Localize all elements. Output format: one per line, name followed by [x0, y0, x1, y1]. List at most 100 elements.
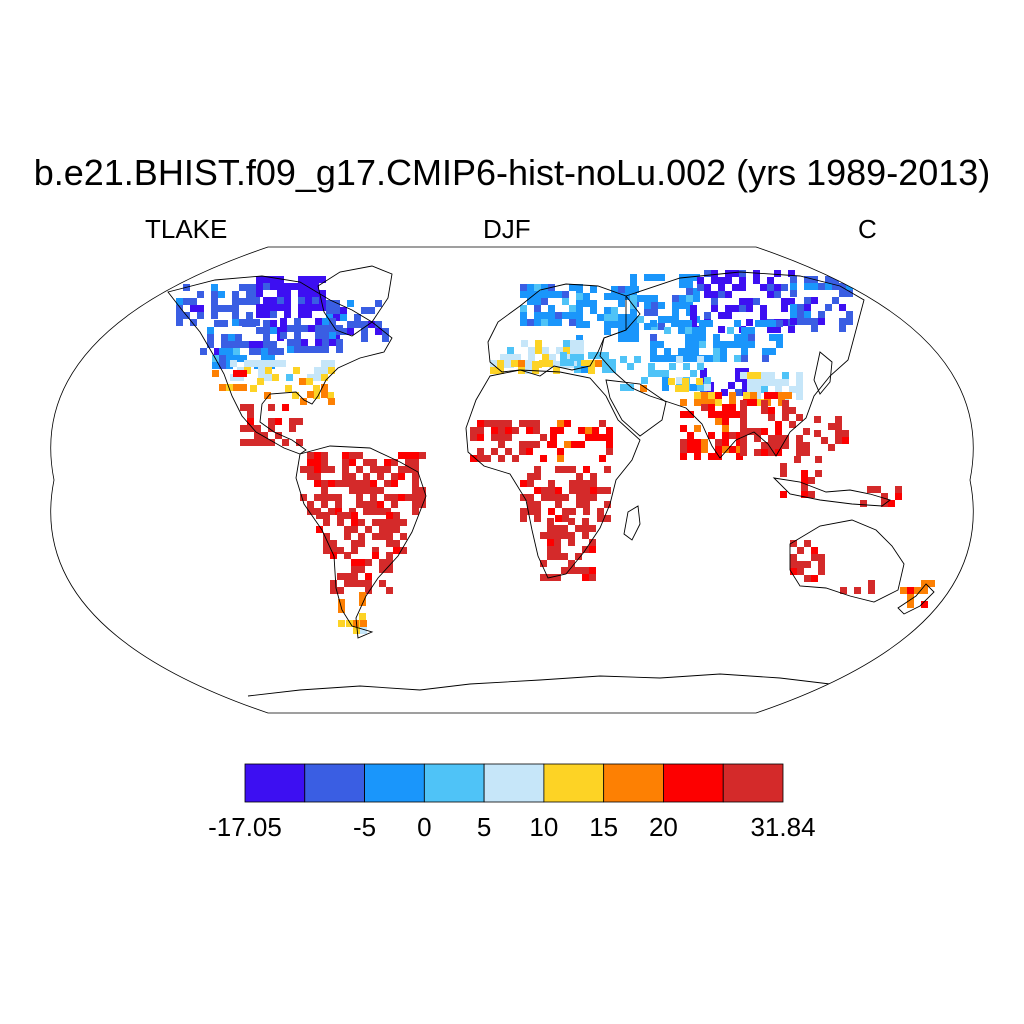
data-cell [240, 384, 247, 391]
data-cell [576, 305, 583, 312]
data-cell [775, 435, 782, 442]
data-cell [782, 372, 789, 379]
data-cell [258, 367, 265, 374]
data-cell [574, 366, 581, 373]
data-cell [384, 508, 391, 515]
data-cell [219, 384, 226, 391]
data-cell [928, 580, 935, 587]
data-cell [534, 473, 541, 480]
data-cell [722, 404, 729, 411]
data-cell [729, 392, 736, 399]
data-cell [697, 356, 704, 363]
data-cell [803, 449, 810, 456]
data-cell [263, 334, 270, 341]
data-cell [282, 404, 289, 411]
data-cell [338, 620, 345, 627]
data-cell [358, 566, 365, 573]
data-cell [846, 318, 853, 325]
data-cell [743, 392, 750, 399]
data-cell [774, 270, 781, 277]
data-cell [651, 309, 658, 316]
data-cell [336, 339, 343, 346]
data-cell [527, 291, 534, 298]
map-title: b.e21.BHIST.f09_g17.CMIP6-hist-noLu.002 … [33, 152, 991, 193]
colorbar-label: 20 [648, 812, 678, 842]
data-cell [679, 281, 686, 288]
data-cell [761, 386, 768, 393]
data-cell [592, 434, 599, 441]
data-cell [277, 283, 284, 290]
data-cell [685, 355, 692, 362]
data-cell [330, 580, 337, 587]
data-cell [811, 554, 818, 561]
data-cell [183, 298, 190, 305]
data-cell [790, 540, 797, 547]
data-cell [365, 587, 372, 594]
data-cell [412, 508, 419, 515]
data-cell [377, 508, 384, 515]
data-cell [244, 367, 251, 374]
data-cell [736, 411, 743, 418]
coastline-new-zealand [897, 583, 935, 615]
data-cell [340, 314, 347, 321]
data-cell [582, 567, 589, 574]
data-cell [329, 325, 336, 332]
data-cell [789, 386, 796, 393]
data-cell [767, 284, 774, 291]
data-cell [232, 312, 239, 319]
data-cell [279, 360, 286, 367]
data-cell [246, 298, 253, 305]
data-cell [176, 312, 183, 319]
data-cell [315, 346, 322, 353]
data-cell [368, 321, 375, 328]
data-cell [277, 276, 284, 283]
data-cell [328, 480, 335, 487]
data-cell [351, 566, 358, 573]
data-cell [761, 407, 768, 414]
data-cell [490, 360, 497, 367]
data-cell [720, 348, 727, 355]
data-cell [226, 355, 233, 362]
data-cell [789, 421, 796, 428]
data-cell [534, 305, 541, 312]
data-cell [664, 327, 671, 334]
data-cell [322, 325, 329, 332]
data-cell [711, 270, 718, 277]
data-cell [554, 525, 561, 532]
data-cell [740, 435, 747, 442]
data-cell [337, 587, 344, 594]
data-cell [314, 466, 321, 473]
data-cell [300, 398, 307, 405]
colorbar-box [423, 763, 485, 803]
data-cell [386, 540, 393, 547]
data-cell [804, 283, 811, 290]
data-cell [568, 567, 575, 574]
data-cell [571, 441, 578, 448]
data-cell [526, 441, 533, 448]
data-cell [500, 354, 507, 361]
data-cell [725, 277, 732, 284]
data-cell [484, 420, 491, 427]
data-cell [240, 425, 247, 432]
data-cell [360, 627, 367, 634]
data-cell [477, 420, 484, 427]
data-cell [832, 283, 839, 290]
data-cell [748, 334, 755, 341]
data-cell [268, 418, 275, 425]
data-cell [625, 314, 632, 321]
data-cell [349, 459, 356, 466]
data-cell [747, 372, 754, 379]
data-cell [277, 290, 284, 297]
data-cell [839, 304, 846, 311]
colorbar-label: 5 [476, 812, 492, 842]
data-cell [246, 291, 253, 298]
data-cell [725, 291, 732, 298]
data-cell [734, 341, 741, 348]
data-cell [263, 276, 270, 283]
data-cell [315, 325, 322, 332]
data-cell [214, 320, 221, 327]
data-cell [261, 432, 268, 439]
data-cell [305, 311, 312, 318]
data-cell [704, 291, 711, 298]
data-cell [342, 473, 349, 480]
